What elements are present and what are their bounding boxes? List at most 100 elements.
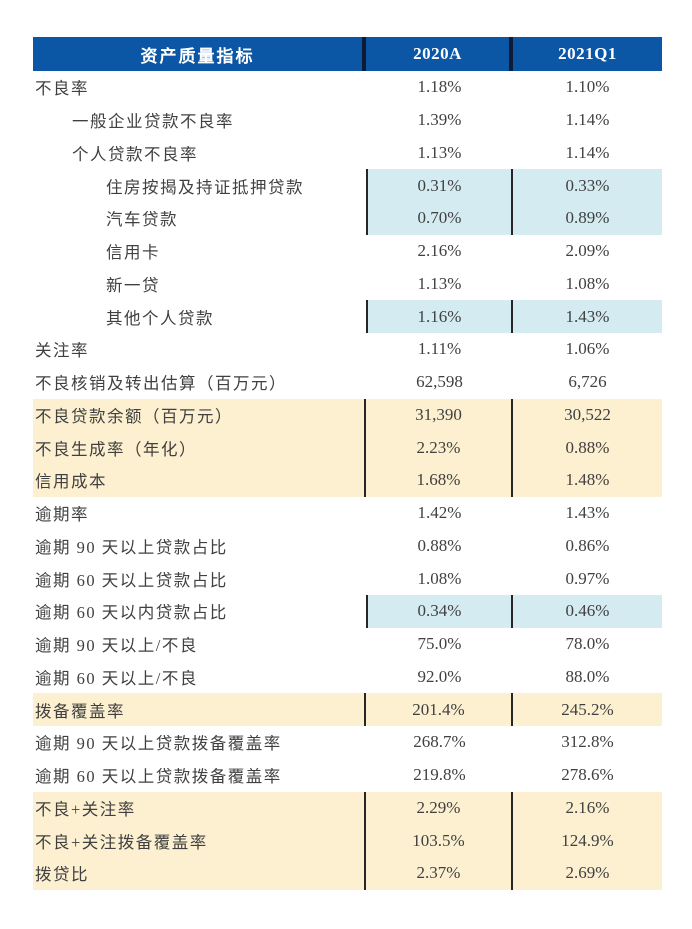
asset-quality-table: 资产质量指标 2020A 2021Q1 不良率 1.18% 1.10% 一般企业… [33,37,662,890]
row-value-2020a: 1.11% [417,339,462,359]
row-value-2021q1: 2.69% [565,863,610,883]
row-value-2020a: 92.0% [417,666,462,686]
row-value-2020a: 2.23% [366,431,513,464]
row-value-2021q1: 2.09% [565,241,610,261]
row-value-2020a: 0.88% [417,535,462,555]
table-row: 逾期 90 天以上/不良 75.0% 78.0% [33,628,662,661]
table-row: 不良+关注率 2.29% 2.16% [33,791,662,825]
table-row: 关注率 1.11% 1.06% [33,333,662,366]
table-row: 新一贷 1.13% 1.08% [33,268,662,301]
row-label: 拨贷比 [33,857,366,890]
row-label: 不良贷款余额（百万元） [33,398,366,432]
table-row: 不良率 1.18% 1.10% [33,71,662,104]
table-row: 一般企业贷款不良率 1.39% 1.14% [33,104,662,137]
row-value-2020a: 1.68% [366,464,513,497]
header-cell-2021q1: 2021Q1 [558,44,617,63]
table-row: 信用卡 2.16% 2.09% [33,235,662,268]
row-value-2020a: 268.7% [413,732,466,752]
row-value-2020a: 1.16% [366,300,513,333]
row-label: 信用成本 [33,464,366,497]
row-label: 拨备覆盖率 [33,693,366,726]
row-value-2021q1: 0.88% [565,437,610,457]
row-value-2021q1: 1.43% [513,300,662,333]
table-row: 拨贷比 2.37% 2.69% [33,857,662,890]
row-label: 逾期 60 天以内贷款占比 [35,603,228,623]
row-value-2020a: 103.5% [366,824,513,857]
table-row: 逾期率 1.42% 1.43% [33,497,662,530]
row-label: 不良核销及转出估算（百万元） [35,374,287,394]
row-value-2021q1: 1.06% [565,339,610,359]
table-row: 汽车贷款 0.70% 0.89% [33,202,662,235]
row-value-2021q1: 1.14% [565,110,610,130]
header-cell-2020a: 2020A [366,37,513,71]
row-label: 信用卡 [106,243,160,263]
row-value-2021q1: 1.14% [565,142,610,162]
row-label: 汽车贷款 [106,210,178,230]
row-value-2021q1: 0.46% [513,595,662,628]
row-value-2021q1: 30,522 [564,404,611,424]
row-value-2021q1: 0.97% [565,568,610,588]
row-label: 一般企业贷款不良率 [72,112,234,132]
row-value-2020a: 219.8% [413,765,466,785]
row-value-2020a: 31,390 [366,398,513,432]
row-value-2021q1: 2.16% [565,797,610,817]
row-label: 不良+关注率 [33,791,366,825]
row-label: 住房按揭及持证抵押贷款 [106,177,304,197]
row-label: 关注率 [35,341,89,361]
row-value-2020a: 1.18% [417,77,462,97]
row-value-2021q1: 124.9% [561,830,614,850]
row-label: 不良率 [35,79,89,99]
row-value-2020a: 0.70% [366,202,513,235]
row-value-2021q1: 312.8% [561,732,614,752]
table-row: 不良核销及转出估算（百万元） 62,598 6,726 [33,366,662,399]
row-value-2021q1: 1.08% [565,273,610,293]
row-value-2021q1: 278.6% [561,765,614,785]
table-row: 逾期 60 天以上贷款占比 1.08% 0.97% [33,562,662,595]
header-cell-indicator: 资产质量指标 [33,37,366,71]
row-label: 逾期率 [35,505,89,525]
row-value-2020a: 1.42% [417,503,462,523]
row-value-2021q1: 0.89% [513,202,662,235]
row-label: 逾期 90 天以上贷款拨备覆盖率 [35,734,282,754]
row-label: 不良生成率（年化） [33,431,366,464]
row-value-2021q1: 245.2% [561,699,614,719]
row-label: 逾期 60 天以上/不良 [35,668,198,688]
row-label: 不良+关注拨备覆盖率 [33,824,366,857]
table-row: 逾期 60 天以上贷款拨备覆盖率 219.8% 278.6% [33,759,662,792]
table-row: 不良生成率（年化） 2.23% 0.88% [33,431,662,464]
row-value-2021q1: 88.0% [565,666,610,686]
row-value-2020a: 1.13% [417,273,462,293]
table-row: 不良+关注拨备覆盖率 103.5% 124.9% [33,824,662,857]
table-header-row: 资产质量指标 2020A 2021Q1 [33,37,662,71]
row-label: 逾期 60 天以上贷款拨备覆盖率 [35,767,282,787]
table-row: 信用成本 1.68% 1.48% [33,464,662,497]
row-value-2020a: 0.34% [366,595,513,628]
row-value-2020a: 75.0% [417,634,462,654]
table-row: 逾期 60 天以内贷款占比 0.34% 0.46% [33,595,662,628]
row-value-2020a: 0.31% [366,169,513,202]
table-row: 逾期 60 天以上/不良 92.0% 88.0% [33,661,662,694]
row-value-2021q1: 78.0% [565,634,610,654]
row-label: 逾期 90 天以上/不良 [35,636,198,656]
table-row: 其他个人贷款 1.16% 1.43% [33,300,662,333]
row-value-2021q1: 1.10% [565,77,610,97]
table-row: 拨备覆盖率 201.4% 245.2% [33,693,662,726]
row-label: 其他个人贷款 [106,308,214,328]
row-label: 新一贷 [106,275,160,295]
table-row: 逾期 90 天以上贷款占比 0.88% 0.86% [33,530,662,563]
row-value-2020a: 1.13% [417,142,462,162]
table-row: 住房按揭及持证抵押贷款 0.31% 0.33% [33,169,662,202]
row-value-2020a: 2.16% [417,241,462,261]
table-body: 不良率 1.18% 1.10% 一般企业贷款不良率 1.39% 1.14% 个人… [33,71,662,890]
row-value-2020a: 2.29% [366,791,513,825]
row-value-2021q1: 0.86% [565,535,610,555]
row-label: 逾期 90 天以上贷款占比 [35,537,228,557]
row-value-2021q1: 6,726 [568,372,607,392]
row-value-2021q1: 1.48% [565,470,610,490]
row-value-2020a: 1.39% [417,110,462,130]
row-value-2021q1: 0.33% [513,169,662,202]
row-value-2020a: 201.4% [366,693,513,726]
row-label: 个人贷款不良率 [72,144,198,164]
row-value-2020a: 1.08% [417,568,462,588]
